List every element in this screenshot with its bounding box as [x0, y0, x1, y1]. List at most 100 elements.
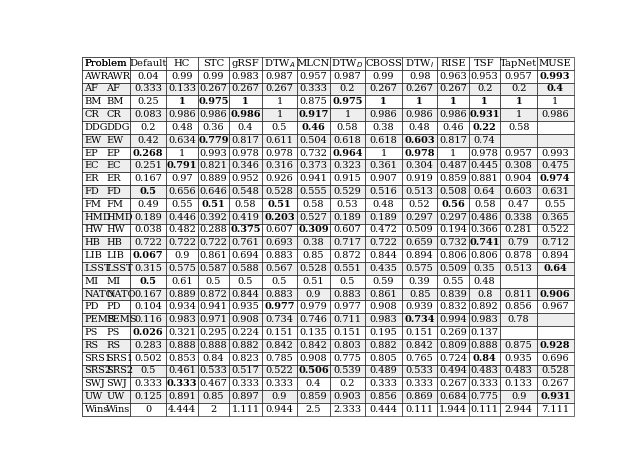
Bar	[437, 403, 469, 416]
Bar	[83, 288, 130, 300]
Bar	[365, 224, 402, 236]
Text: FD: FD	[106, 187, 121, 196]
Text: 0.98: 0.98	[409, 72, 431, 80]
Bar	[297, 377, 330, 390]
Text: 0.761: 0.761	[232, 238, 259, 247]
Text: 0.551: 0.551	[333, 264, 362, 273]
Bar	[130, 108, 166, 121]
Bar	[166, 95, 198, 108]
Bar	[83, 300, 130, 313]
Text: 0.859: 0.859	[439, 174, 467, 183]
Text: 0.575: 0.575	[168, 264, 196, 273]
Text: 0.392: 0.392	[200, 212, 227, 222]
Bar	[437, 211, 469, 224]
Text: 1: 1	[481, 97, 488, 106]
Text: 0.928: 0.928	[540, 341, 570, 350]
Bar	[437, 160, 469, 172]
Bar	[365, 313, 402, 326]
Bar	[297, 146, 330, 160]
Text: 0.734: 0.734	[404, 315, 435, 324]
Text: 0: 0	[145, 405, 151, 414]
Text: 0.5: 0.5	[140, 187, 157, 196]
Text: 0.4: 0.4	[547, 84, 564, 94]
Bar	[262, 172, 297, 185]
Bar	[198, 339, 229, 352]
Text: 0.889: 0.889	[200, 174, 227, 183]
Bar	[437, 339, 469, 352]
Text: 0.539: 0.539	[333, 366, 362, 375]
Bar	[330, 390, 365, 403]
Bar	[229, 262, 262, 275]
Text: 0.5: 0.5	[206, 277, 221, 285]
Bar	[83, 403, 130, 416]
Bar	[537, 224, 573, 236]
Text: 0.964: 0.964	[332, 148, 363, 158]
Bar	[198, 288, 229, 300]
Bar	[437, 352, 469, 365]
Bar	[500, 313, 537, 326]
Text: 0.986: 0.986	[370, 110, 397, 119]
Bar	[262, 288, 297, 300]
Bar	[166, 326, 198, 339]
Bar	[229, 121, 262, 134]
Text: 0.283: 0.283	[134, 341, 162, 350]
Text: PEMS: PEMS	[84, 315, 115, 324]
Text: 0.986: 0.986	[230, 110, 260, 119]
Bar	[83, 160, 130, 172]
Bar	[537, 95, 573, 108]
Text: RISE: RISE	[440, 59, 466, 68]
Bar	[537, 313, 573, 326]
Text: 0.883: 0.883	[266, 251, 293, 260]
Bar	[130, 121, 166, 134]
Bar	[130, 211, 166, 224]
Text: 0.194: 0.194	[439, 226, 467, 234]
Text: NATO: NATO	[84, 290, 114, 299]
Text: 0.842: 0.842	[300, 341, 328, 350]
Text: 0.333: 0.333	[370, 379, 397, 388]
Bar	[130, 70, 166, 82]
Text: 0.267: 0.267	[541, 379, 569, 388]
Text: 0.333: 0.333	[470, 379, 499, 388]
Text: 0.882: 0.882	[232, 341, 259, 350]
Bar	[83, 108, 130, 121]
Text: PS: PS	[106, 328, 120, 337]
Text: TSF: TSF	[474, 59, 495, 68]
Text: HW: HW	[106, 226, 125, 234]
Text: 0.694: 0.694	[232, 251, 259, 260]
Bar	[402, 390, 437, 403]
Bar	[262, 224, 297, 236]
Text: 0.189: 0.189	[134, 212, 162, 222]
Text: 0.983: 0.983	[370, 315, 397, 324]
Text: 1: 1	[515, 97, 522, 106]
Text: 0.47: 0.47	[508, 200, 529, 209]
Bar	[198, 198, 229, 211]
Text: 0.527: 0.527	[300, 212, 328, 222]
Text: 0.9: 0.9	[272, 392, 287, 401]
Text: 0.517: 0.517	[232, 366, 259, 375]
Text: 0.58: 0.58	[508, 123, 529, 132]
Bar	[83, 313, 130, 326]
Bar	[83, 198, 130, 211]
Bar	[130, 224, 166, 236]
Text: 0.906: 0.906	[540, 290, 570, 299]
Text: 0.52: 0.52	[409, 200, 431, 209]
Text: BM: BM	[84, 97, 102, 106]
Text: 0.489: 0.489	[370, 366, 397, 375]
Text: CBOSS: CBOSS	[365, 59, 402, 68]
Text: 0.333: 0.333	[406, 379, 434, 388]
Bar	[437, 262, 469, 275]
Bar	[402, 288, 437, 300]
Text: 0.281: 0.281	[505, 226, 532, 234]
Bar	[437, 108, 469, 121]
Bar	[229, 108, 262, 121]
Text: 0.111: 0.111	[470, 405, 499, 414]
Text: 0.151: 0.151	[266, 328, 294, 337]
Text: 0.528: 0.528	[300, 264, 328, 273]
Bar	[229, 224, 262, 236]
Bar	[130, 160, 166, 172]
Text: 0.842: 0.842	[266, 341, 294, 350]
Bar	[402, 249, 437, 262]
Bar	[130, 236, 166, 249]
Bar	[330, 211, 365, 224]
Text: FD: FD	[84, 187, 99, 196]
